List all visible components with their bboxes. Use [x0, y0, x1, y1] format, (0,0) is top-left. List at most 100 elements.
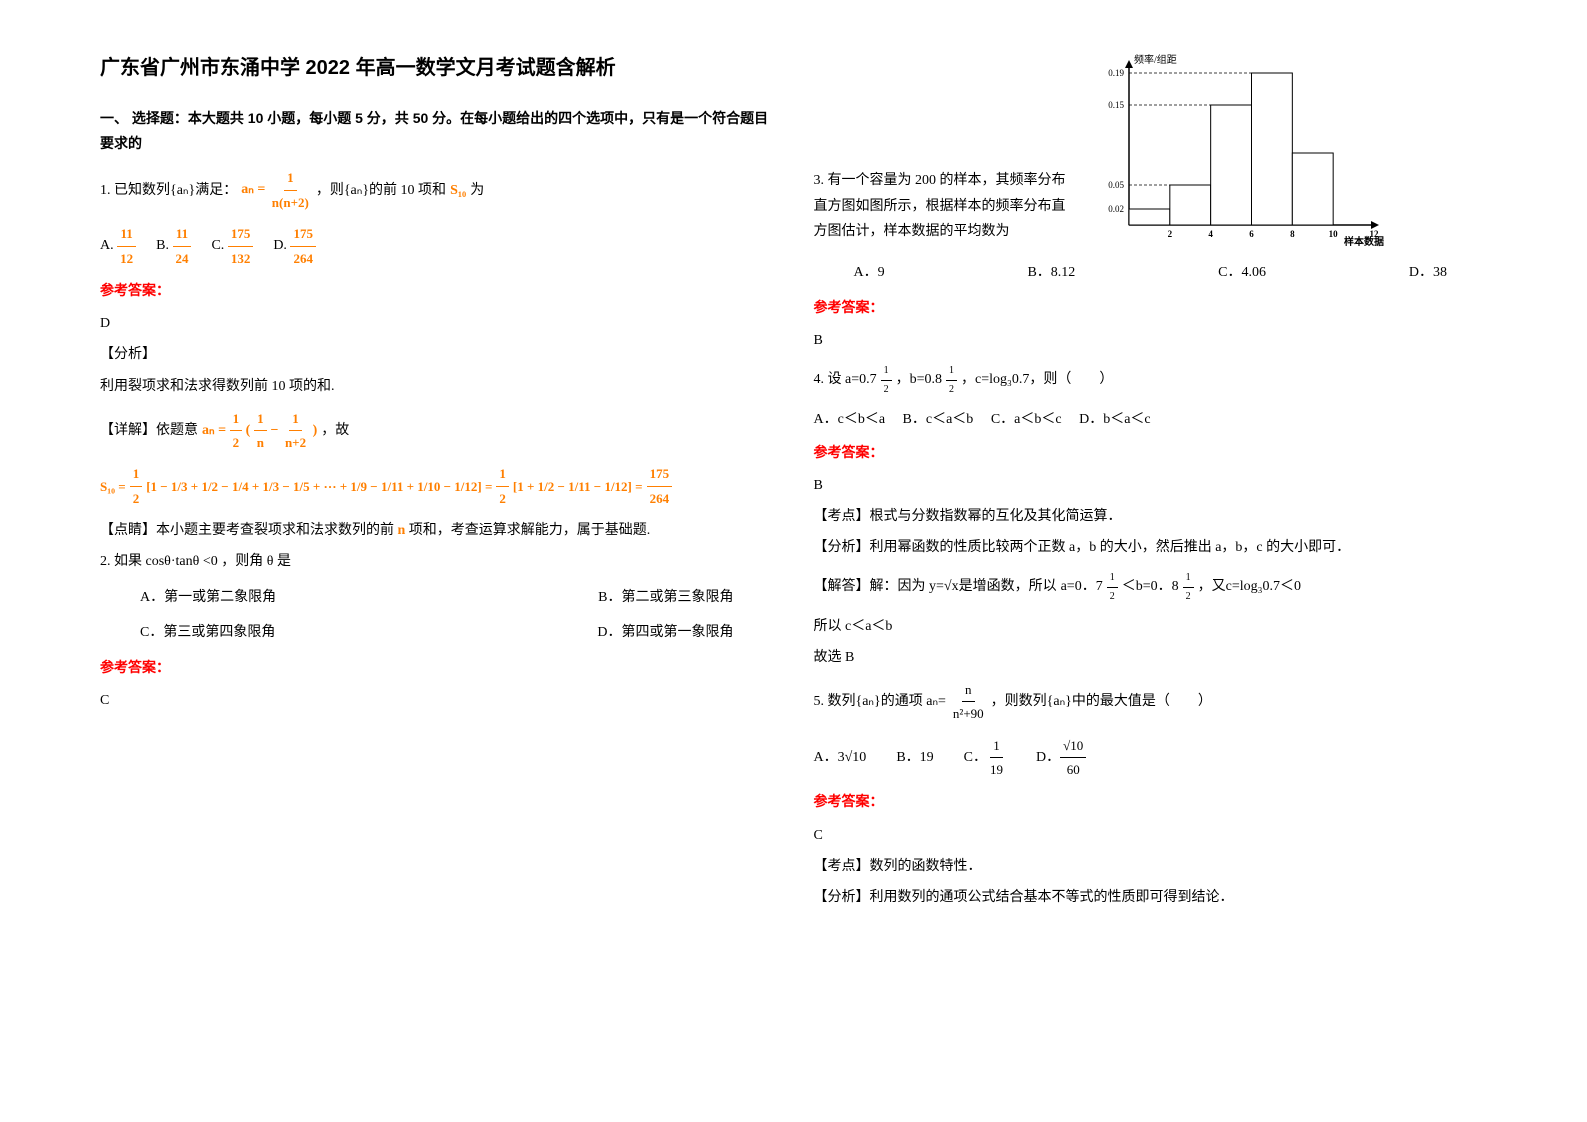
q1-suffix: ，则{aₙ}的前 10 项和	[316, 178, 446, 203]
svg-text:0.02: 0.02	[1108, 204, 1124, 214]
q1-lhs: aₙ =	[241, 182, 265, 197]
q3-text: 3. 有一个容量为 200 的样本，其频率分布直方图如图所示，根据样本的频率分布…	[814, 168, 1074, 244]
q4j2d: 2	[1183, 588, 1194, 606]
q1-num: 1	[284, 166, 297, 190]
q5-stem: 5. 数列{aₙ}的通项 aₙ= nn²+90 ，则数列{aₙ}中的最大值是（ …	[814, 678, 1488, 726]
q3-wrap: 3. 有一个容量为 200 的样本，其频率分布直方图如图所示，根据样本的频率分布…	[814, 50, 1488, 250]
q1-answer: D	[100, 311, 774, 336]
q1-opt-c-label: C.	[211, 238, 224, 253]
q1-opt-d-label: D.	[273, 238, 287, 253]
q1-answer-label: 参考答案：	[100, 278, 774, 303]
q5d-d: 60	[1064, 758, 1083, 781]
q4-answer-label: 参考答案：	[814, 440, 1488, 465]
svg-text:10: 10	[1328, 229, 1338, 239]
q1-frac: 1 n(n+2)	[269, 166, 312, 214]
q4j1n: 1	[1107, 569, 1118, 588]
q1-stem: 1. 已知数列{aₙ}满足： aₙ = 1 n(n+2) ，则{aₙ}的前 10…	[100, 166, 774, 214]
q2-answer-label: 参考答案：	[100, 655, 774, 680]
q1s-h1d: 2	[130, 487, 143, 510]
svg-text:0.19: 0.19	[1108, 68, 1124, 78]
q2-optd: D．第四或第一象限角	[597, 620, 733, 645]
q2-text: 2. 如果 cosθ·tanθ <0 ，则角 θ 是	[100, 549, 774, 574]
section-header: 一、 选择题：本大题共 10 小题，每小题 5 分，共 50 分。在每小题给出的…	[100, 106, 774, 156]
q4j2n: 1	[1183, 569, 1194, 588]
q4-mid2: ，c=log₃0.7，则（ ）	[961, 367, 1113, 392]
svg-text:12: 12	[1369, 229, 1379, 239]
q1c-den: 132	[228, 247, 254, 270]
svg-text:8: 8	[1290, 229, 1295, 239]
q1-detail-formula: aₙ = 12 ( 1n − 1n+2 )	[202, 407, 317, 455]
q4-jd-a: a=0．7	[1061, 574, 1103, 599]
right-column: 3. 有一个容量为 200 的样本，其频率分布直方图如图所示，根据样本的频率分布…	[814, 50, 1488, 1072]
q1-prefix: 1. 已知数列{aₙ}满足：	[100, 178, 237, 203]
q4-jd-label: 【解答】解：因为 y=√x是增函数，所以	[814, 574, 1057, 599]
q4e2d: 2	[946, 381, 957, 399]
q1a-num: 11	[117, 222, 135, 246]
q4e1n: 1	[881, 362, 892, 381]
svg-text:4: 4	[1208, 229, 1213, 239]
doc-title: 广东省广州市东涌中学 2022 年高一数学文月考试题含解析	[100, 50, 774, 86]
q1-analysis-text: 利用裂项求和法求得数列前 10 项的和.	[100, 374, 774, 399]
q1d-num: 175	[290, 222, 316, 246]
q5c-pre: C．	[964, 750, 987, 765]
left-column: 广东省广州市东涌中学 2022 年高一数学文月考试题含解析 一、 选择题：本大题…	[100, 50, 774, 1072]
svg-text:6: 6	[1249, 229, 1254, 239]
q1d-f1n: 1	[254, 407, 267, 431]
svg-text:0.15: 0.15	[1108, 100, 1124, 110]
q5-suffix: ，则数列{aₙ}中的最大值是（ ）	[991, 689, 1212, 714]
q5-fx: 【分析】利用数列的通项公式结合基本不等式的性质即可得到结论．	[814, 885, 1488, 910]
q1-comment: 【点睛】本小题主要考查裂项求和法求数列的前 n 项和，考查运算求解能力，属于基础…	[100, 518, 774, 543]
q1-opt-d: D. 175264	[273, 222, 316, 270]
q4-concl1: 所以 c＜a＜b	[814, 614, 1488, 639]
q1s-h2d: 2	[496, 487, 509, 510]
q4-jd-lt1: ＜b=0．8	[1122, 574, 1179, 599]
svg-text:2: 2	[1167, 229, 1172, 239]
q1-analysis-label: 【分析】	[100, 342, 774, 367]
q1c-num: 175	[228, 222, 254, 246]
q1-formula: aₙ = 1 n(n+2)	[241, 166, 312, 214]
q3-optd: D．38	[1409, 260, 1447, 285]
q4-prefix: 4. 设 a=0.7	[814, 367, 877, 392]
q4-optb: B．c＜a＜b	[903, 412, 974, 427]
q1d-pr: )	[313, 423, 318, 438]
q1s-mid: [1 + 1/2 − 1/11 − 1/12] =	[513, 475, 643, 498]
q4-mid1: ，b=0.8	[896, 367, 942, 392]
q2-opts-row1: A．第一或第二象限角 B．第二或第三象限角	[140, 585, 734, 610]
q1-detail-label: 【详解】依题意	[100, 418, 198, 443]
q3-options: A．9 B．8.12 C．4.06 D．38	[854, 260, 1448, 285]
q1-s10-long: S₁₀ = 12 [1 − 1/3 + 1/2 − 1/4 + 1/3 − 1/…	[100, 462, 774, 510]
q1d-f2d: n+2	[282, 431, 309, 454]
q1-s10: S₁₀	[450, 178, 466, 203]
q1d-minus: −	[270, 423, 278, 438]
q1-suffix2: 为	[470, 178, 484, 203]
q4-fx: 【分析】利用幂函数的性质比较两个正数 a，b 的大小，然后推出 a，b，c 的大…	[814, 535, 1488, 560]
q2-optb: B．第二或第三象限角	[598, 585, 733, 610]
q3-answer: B	[814, 328, 1488, 353]
q1d-f1d: n	[254, 431, 267, 454]
q3-answer-label: 参考答案：	[814, 295, 1488, 320]
q4-kd: 【考点】根式与分数指数幂的互化及其化简运算．	[814, 504, 1488, 529]
q1-opt-a: A. 1112	[100, 222, 136, 270]
q5-answer-label: 参考答案：	[814, 789, 1488, 814]
q2-opta: A．第一或第二象限角	[140, 585, 276, 610]
q3-opta: A．9	[854, 260, 885, 285]
q1d-suffix: ，故	[321, 418, 349, 443]
q4e2n: 1	[946, 362, 957, 381]
q1-detail: 【详解】依题意 aₙ = 12 ( 1n − 1n+2 ) ，故	[100, 407, 774, 455]
q5-options: A．3√10 B．19 C．119 D．√1060	[814, 734, 1488, 782]
q1b-num: 11	[173, 222, 191, 246]
q1a-den: 12	[117, 247, 136, 270]
q2-opts-row2: C．第三或第四象限角 D．第四或第一象限角	[140, 620, 734, 645]
q1s-rn: 175	[647, 462, 673, 486]
q1d-f2n: 1	[289, 407, 302, 431]
q1-den: n(n+2)	[269, 191, 312, 214]
q1-opt-a-label: A.	[100, 238, 114, 253]
q4-optd: D．b＜a＜c	[1079, 412, 1151, 427]
q5-kd: 【考点】数列的函数特性．	[814, 854, 1488, 879]
q4-jd-c: ，又c=log₃0.7＜0	[1198, 574, 1301, 599]
q4-answer: B	[814, 473, 1488, 498]
q4-opta: A．c＜b＜a	[814, 412, 886, 427]
q1d-half-d: 2	[230, 431, 243, 454]
q1d-half-n: 1	[230, 407, 243, 431]
q1s-lhs: S₁₀ =	[100, 475, 126, 498]
